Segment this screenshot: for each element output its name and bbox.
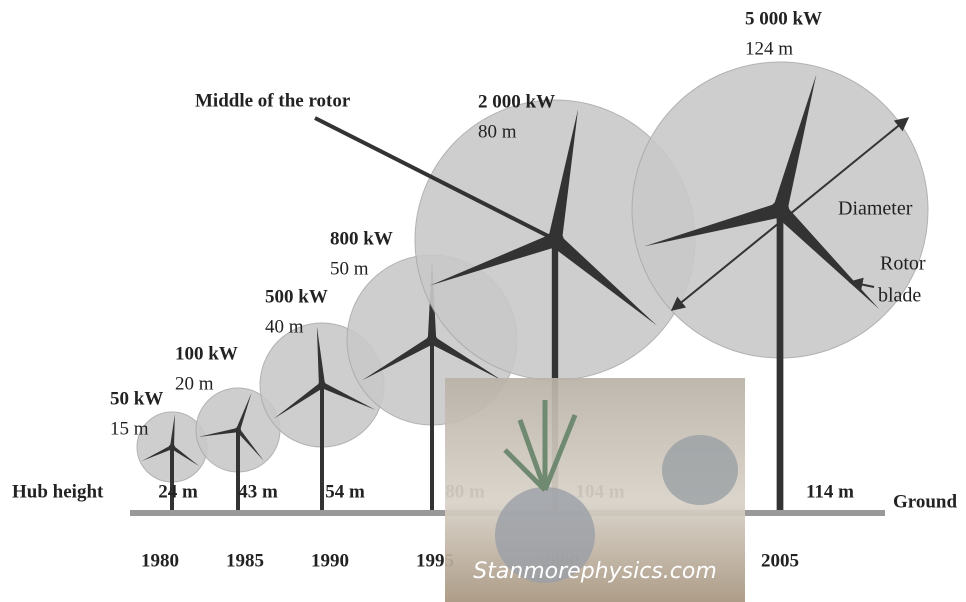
power-label: 500 kW bbox=[265, 286, 328, 307]
hub bbox=[235, 427, 241, 433]
label: Hub height bbox=[12, 481, 104, 502]
diameter-label: 80 m bbox=[478, 121, 517, 142]
label: Rotor bbox=[880, 253, 926, 275]
year-label: 1990 bbox=[311, 550, 349, 571]
hub-height-label: 24 m bbox=[158, 481, 198, 502]
hub-height-label: 54 m bbox=[325, 481, 365, 502]
year-label: 1985 bbox=[226, 550, 264, 571]
watermark: Stanmorephysics.com bbox=[473, 559, 717, 584]
label: blade bbox=[878, 285, 921, 307]
pot bbox=[662, 435, 738, 505]
hub bbox=[427, 335, 438, 346]
diagram: 50 kW 15 m 24 m 1980 100 kW 20 m 43 m 1985 500 k… bbox=[0, 0, 966, 602]
label: Middle of the rotor bbox=[195, 90, 351, 111]
power-label: 50 kW bbox=[110, 388, 163, 409]
label: Diameter bbox=[838, 198, 913, 220]
hub bbox=[546, 231, 564, 249]
diameter-label: 40 m bbox=[265, 316, 304, 337]
diameter-label: 15 m bbox=[110, 418, 149, 439]
power-label: 100 kW bbox=[175, 343, 238, 364]
diameter-label: 50 m bbox=[330, 258, 369, 279]
diameter-label: 124 m bbox=[745, 38, 793, 59]
year-label: 1980 bbox=[141, 550, 179, 571]
hub bbox=[169, 444, 175, 450]
power-label: 5 000 kW bbox=[745, 8, 822, 29]
power-label: 2 000 kW bbox=[478, 91, 555, 112]
power-label: 800 kW bbox=[330, 228, 393, 249]
diameter-label: 20 m bbox=[175, 373, 214, 394]
label: Ground bbox=[893, 491, 958, 512]
hub-height-label: 43 m bbox=[238, 481, 278, 502]
year-label: 2005 bbox=[761, 550, 799, 571]
hub-height-label: 114 m bbox=[806, 481, 854, 502]
hub bbox=[318, 381, 326, 389]
